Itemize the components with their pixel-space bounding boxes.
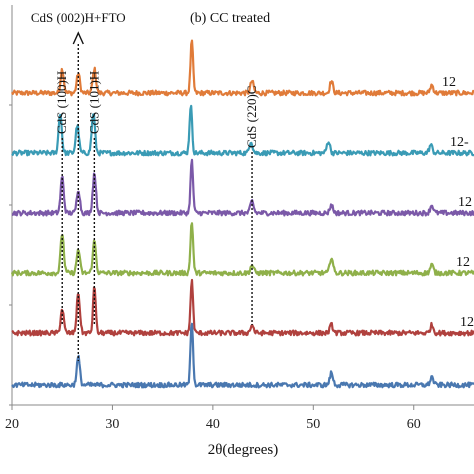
series-labels: 12 12- 12 12 12 [442, 75, 474, 330]
x-tick-label: 50 [306, 417, 320, 432]
annotation-label: CdS (100)H [54, 71, 69, 134]
series-lines [10, 39, 474, 389]
chart-title: (b) CC treated [190, 11, 270, 26]
series-line [11, 104, 474, 157]
series-label: 12 [456, 255, 470, 270]
series-label: 12 [458, 195, 472, 210]
series-line [11, 39, 474, 97]
x-ticks: 20 30 40 50 60 [5, 405, 421, 432]
x-tick-label: 20 [5, 417, 19, 432]
series-line [11, 278, 474, 337]
annotation-label: CdS (002)H+FTO [31, 10, 126, 25]
x-tick-label: 60 [407, 417, 421, 432]
annotation-arrowhead [72, 31, 84, 45]
series-line [11, 158, 474, 217]
annotation-label: CdS (220)C [244, 86, 259, 148]
x-tick-label: 30 [105, 417, 119, 432]
annotation-label: CdS (101)H [86, 71, 101, 134]
x-axis-title: 2θ(degrees) [208, 442, 278, 458]
series-line [10, 222, 474, 277]
series-label: 12 [442, 75, 456, 90]
series-label: 12- [450, 135, 469, 150]
annotations: CdS (002)H+FTO CdS (100)H CdS (101)H CdS (2… [31, 10, 259, 361]
series-label: 12 [460, 315, 474, 330]
series-line [11, 322, 474, 389]
x-tick-label: 40 [206, 417, 220, 432]
y-ticks [9, 104, 12, 406]
